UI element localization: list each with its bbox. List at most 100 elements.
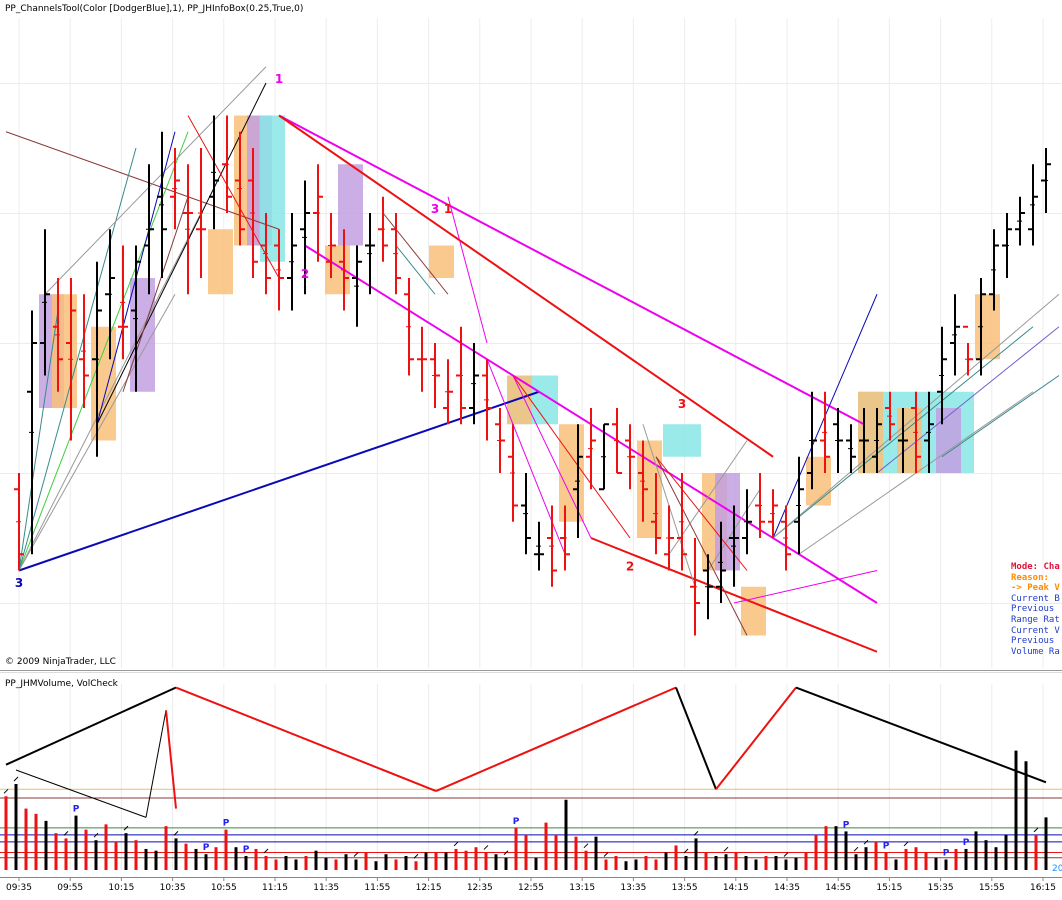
swing-label: 2 (626, 560, 634, 574)
x-tick-label: 13:35 (620, 883, 646, 893)
price-bar (183, 164, 193, 295)
price-bar (560, 505, 570, 571)
price-box (130, 278, 155, 392)
swing-label: 3 (678, 397, 686, 411)
price-bar (937, 326, 947, 425)
channel-line (122, 196, 189, 392)
price-bar (820, 391, 830, 473)
price-bar (482, 359, 492, 441)
price-bar (794, 456, 804, 555)
price-bar (976, 278, 986, 376)
volume-tick-marker (683, 848, 689, 854)
x-tick-label: 14:35 (774, 883, 800, 893)
channel-line (382, 212, 449, 295)
channel-line (395, 245, 436, 295)
price-bar (573, 424, 583, 538)
price-bar (365, 213, 375, 295)
volume-tick-marker (503, 850, 509, 856)
x-tick-label: 12:15 (416, 883, 442, 893)
price-bar (66, 278, 76, 441)
price-box (663, 424, 701, 457)
infobox-line: Previous (1011, 636, 1055, 647)
price-box (507, 375, 532, 425)
price-bar (703, 554, 713, 620)
infobox-line: Range Rat (1011, 614, 1060, 625)
x-axis: 09:35 09:55 10:15 10:35 10:55 11:15 11:35 11:55… (6, 877, 1056, 893)
volume-grid (18, 684, 1044, 870)
x-tick-label: 15:55 (979, 883, 1005, 893)
volume-zigzag-line (715, 686, 797, 790)
volume-signal-marker: P (943, 848, 950, 858)
channel-line (590, 537, 878, 653)
volume-tick-marker (353, 852, 359, 857)
channel-line (941, 375, 1060, 458)
channel-line (187, 115, 280, 279)
volume-tick-marker (783, 852, 789, 857)
x-tick-label: 10:35 (160, 883, 186, 893)
price-box (741, 586, 766, 636)
price-bar (950, 294, 960, 376)
price-bar (27, 310, 37, 555)
price-bar (300, 180, 310, 295)
price-bar (612, 408, 622, 474)
price-bar (118, 245, 128, 360)
price-bar (534, 521, 544, 571)
volume-levels (0, 788, 1062, 859)
x-tick-label: 12:35 (467, 883, 493, 893)
volume-tick-marker (263, 848, 269, 854)
price-bar (170, 148, 180, 230)
volume-zigzag-line (795, 686, 1047, 784)
price-bar (469, 343, 479, 425)
price-bar (677, 473, 687, 571)
volume-zigzag-line (175, 686, 437, 792)
volume-signal-marker: P (73, 805, 80, 815)
x-tick-label: 13:55 (672, 883, 698, 893)
x-tick-label: 14:15 (723, 883, 749, 893)
info-box: Mode: Cha Reason: -> Peak V Current B Pr… (1011, 562, 1062, 657)
volume-tick-marker (693, 831, 699, 836)
channel-line (18, 310, 59, 571)
price-bar (209, 115, 219, 230)
channel-line (278, 114, 865, 426)
price-bar (261, 213, 271, 295)
price-box (338, 164, 363, 246)
volume-zigzag-line (145, 710, 167, 818)
volume-tick-marker (123, 825, 129, 831)
channel-line (655, 456, 748, 636)
x-tick-label: 11:15 (262, 883, 288, 893)
price-bar (768, 489, 778, 538)
price-bar (339, 229, 349, 311)
channel-line (18, 147, 137, 571)
price-bar (391, 213, 401, 295)
price-box (559, 424, 584, 522)
volume-tick-marker (93, 832, 99, 838)
price-bar (1041, 148, 1051, 213)
infobox-line: Current B (1011, 593, 1060, 604)
channel-line (876, 326, 1060, 474)
volume-tick-marker (1033, 827, 1039, 833)
swing-label: 3 (15, 576, 23, 590)
price-bar (547, 505, 557, 587)
swing-label: 3 (431, 202, 439, 216)
volume-signal-marker: P (513, 817, 520, 827)
price-bar (248, 148, 258, 278)
price-box (91, 326, 116, 441)
price-bar (651, 473, 661, 555)
volume-tick-marker (863, 839, 869, 845)
price-bar (963, 325, 973, 376)
volume-signal-marker: P (843, 820, 850, 830)
price-bar (781, 505, 791, 571)
price-bar (885, 391, 895, 441)
price-bar (417, 326, 427, 392)
volume-zigzag-line (5, 686, 177, 766)
infobox-reason: Reason: (1011, 572, 1049, 583)
price-bar (1002, 213, 1012, 278)
channel-line (96, 82, 267, 425)
price-bar (157, 131, 167, 278)
volume-tick-marker (903, 841, 909, 847)
x-tick-label: 11:35 (313, 883, 339, 893)
volume-zigzag-line (675, 687, 717, 790)
price-bar (989, 229, 999, 311)
infobox-line: Current V (1011, 625, 1060, 636)
